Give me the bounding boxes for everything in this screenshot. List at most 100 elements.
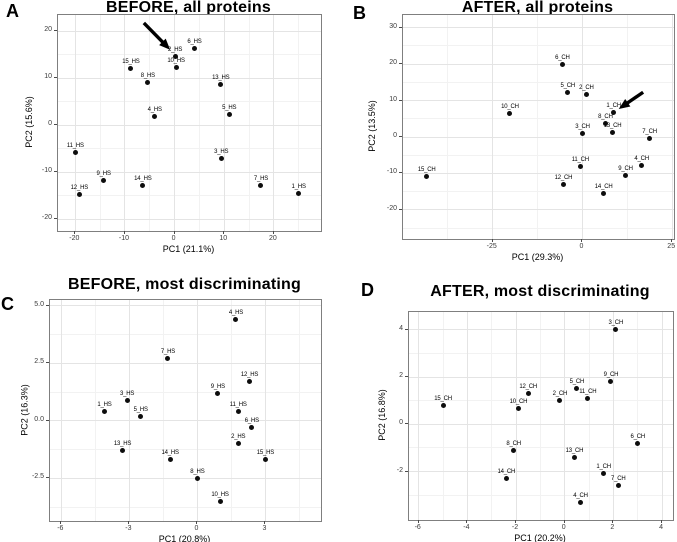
major-gridline-vertical <box>223 15 225 231</box>
major-gridline-vertical <box>671 15 673 239</box>
minor-gridline-horizontal <box>409 494 673 496</box>
major-gridline-vertical <box>564 312 566 520</box>
data-point-dot <box>565 90 571 96</box>
major-gridline-horizontal <box>50 420 321 422</box>
data-point-label: 9_HS <box>96 170 111 177</box>
data-point-dot <box>167 457 173 463</box>
y-tick-label: -10 <box>41 167 52 175</box>
arrow-annotation-icon <box>142 21 171 50</box>
panel-a-plot-area: 1_HS 2_HS 3_HS 4_HS 5_HS 6_HS 7_HS 8_HS 9_HS 10_H… <box>57 14 322 232</box>
x-tick-mark <box>466 520 468 523</box>
x-tick-mark <box>671 239 673 242</box>
y-tick-mark <box>399 99 402 101</box>
panel-d-x-axis-label: PC1 (20.2%) <box>514 533 566 542</box>
data-point-dot <box>235 441 241 447</box>
data-point-label: 3_HS <box>214 149 229 156</box>
y-tick-mark <box>399 63 402 65</box>
data-point-dot <box>583 91 589 97</box>
data-point-label: 1_CH <box>606 102 621 109</box>
minor-gridline-vertical <box>298 300 300 521</box>
y-tick-mark <box>405 470 408 472</box>
data-point-dot <box>507 110 513 116</box>
x-tick-label: 0 <box>171 235 176 242</box>
data-point-dot <box>615 483 621 489</box>
y-tick-mark <box>399 208 402 210</box>
x-tick-label: -3 <box>125 525 132 532</box>
x-tick-label: -6 <box>57 525 64 532</box>
major-gridline-horizontal <box>50 305 321 307</box>
data-point-label: 7_CH <box>610 476 626 483</box>
data-point-dot <box>610 129 616 135</box>
panel-b-x-axis-label: PC1 (29.3%) <box>511 252 564 262</box>
data-point-dot <box>194 475 200 481</box>
y-tick-label: -10 <box>386 168 397 176</box>
y-tick-label: -20 <box>386 204 397 212</box>
minor-gridline-horizontal <box>409 352 673 354</box>
x-tick-label: 0 <box>561 524 566 531</box>
data-point-label: 1_CH <box>596 464 611 471</box>
y-tick-label: 0 <box>48 120 52 128</box>
data-point-label: 12_CH <box>519 384 538 391</box>
panel-d-letter: D <box>361 280 374 300</box>
y-tick-label: -2.5 <box>31 473 44 481</box>
y-tick-label: 0.0 <box>34 415 44 423</box>
x-tick-label: -6 <box>414 524 421 531</box>
x-tick-label: 25 <box>667 243 676 250</box>
data-point-label: 4_HS <box>228 310 244 317</box>
minor-gridline-horizontal <box>50 391 321 393</box>
data-point-dot <box>515 406 521 412</box>
panel-b-title: AFTER, all proteins <box>461 0 614 16</box>
minor-gridline-vertical <box>230 300 232 521</box>
major-gridline-horizontal <box>403 100 674 102</box>
data-point-dot <box>578 499 584 505</box>
major-gridline-vertical <box>612 312 614 520</box>
x-tick-mark <box>661 520 663 523</box>
y-tick-mark <box>54 77 57 79</box>
minor-gridline-horizontal <box>58 148 321 150</box>
data-point-dot <box>601 471 607 477</box>
x-tick-mark <box>123 231 125 234</box>
x-tick-mark <box>417 520 419 523</box>
data-point-label: 13_CH <box>603 122 622 129</box>
data-point-label: 15_HS <box>256 450 275 457</box>
major-gridline-vertical <box>60 300 62 521</box>
data-point-label: 14_HS <box>161 450 180 457</box>
data-point-label: 9_HS <box>210 383 225 390</box>
minor-gridline-vertical <box>298 15 300 231</box>
data-point-label: 10_HS <box>167 57 185 64</box>
x-tick-label: -25 <box>486 243 497 250</box>
data-point-dot <box>577 164 583 170</box>
x-tick-mark <box>128 521 130 524</box>
x-tick-label: 0 <box>194 525 199 532</box>
data-point-dot <box>525 391 531 397</box>
data-point-dot <box>424 173 430 179</box>
y-tick-mark <box>405 423 408 425</box>
panel-a-title: BEFORE, all proteins <box>106 0 271 16</box>
minor-gridline-horizontal <box>50 506 321 508</box>
panel-d-after-most-discriminating: D AFTER, most discriminating PC2 (16.8%)… <box>339 271 677 542</box>
data-point-dot <box>601 190 607 196</box>
x-tick-label: -4 <box>463 524 470 531</box>
panel-a-x-axis-label: PC1 (21.1%) <box>162 244 215 254</box>
major-gridline-horizontal <box>50 477 321 479</box>
data-point-label: 1_HS <box>291 183 306 190</box>
data-point-label: 14_HS <box>134 176 152 183</box>
major-gridline-vertical <box>124 15 126 231</box>
minor-gridline-horizontal <box>409 447 673 449</box>
data-point-dot <box>296 190 302 196</box>
data-point-label: 14_CH <box>594 183 613 190</box>
y-tick-label: 2.5 <box>34 358 44 366</box>
data-point-label: 6_HS <box>244 418 259 425</box>
minor-gridline-vertical <box>442 312 444 520</box>
y-tick-label: 5.0 <box>34 300 44 308</box>
data-point-dot <box>138 413 144 419</box>
x-tick-mark <box>515 520 517 523</box>
data-point-dot <box>571 454 577 460</box>
data-point-dot <box>140 183 146 189</box>
data-point-label: 8_CH <box>598 113 613 120</box>
data-point-label: 9_CH <box>618 166 633 173</box>
y-tick-label: 20 <box>44 26 52 34</box>
major-gridline-horizontal <box>403 63 674 65</box>
y-tick-label: 20 <box>389 59 397 67</box>
data-point-label: 4_CH <box>573 492 588 499</box>
